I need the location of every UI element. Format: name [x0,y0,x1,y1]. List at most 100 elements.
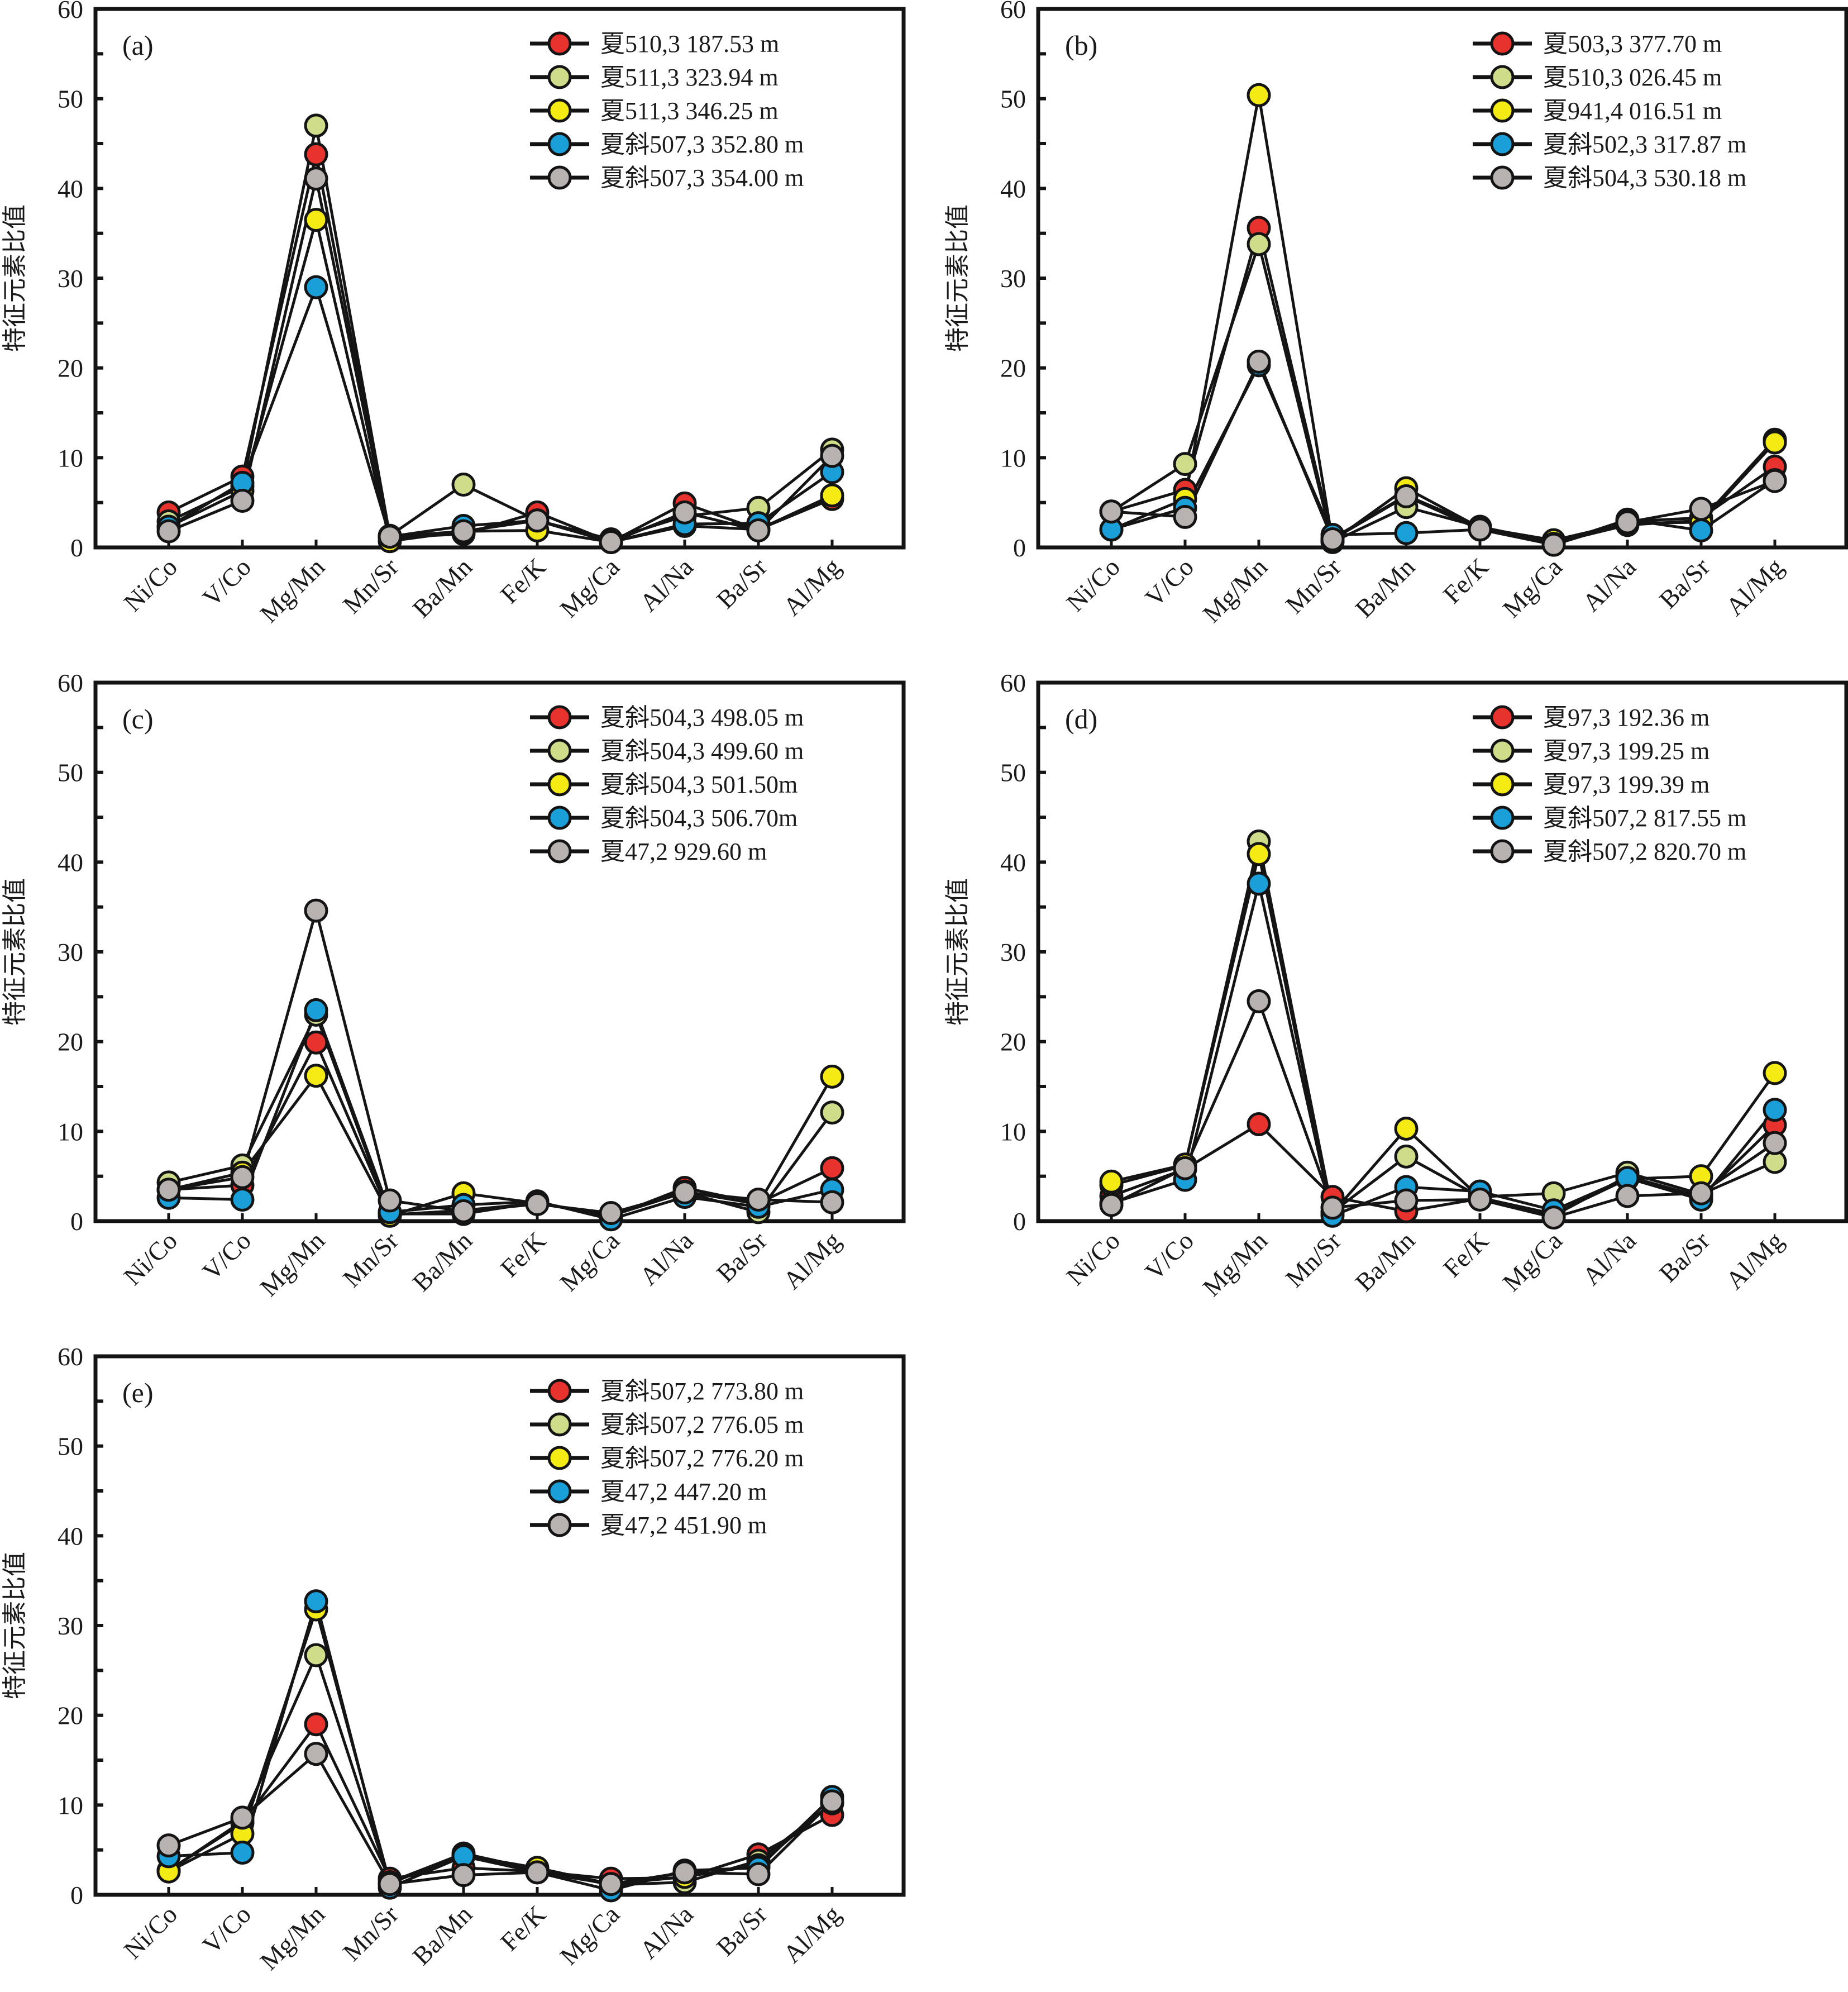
data-point-series-5 [230,488,255,513]
series-line-1 [1111,1122,1776,1217]
y-tick-label: 30 [1000,264,1026,293]
y-tick-label: 60 [1000,669,1026,697]
legend-marker [1490,65,1515,89]
x-tick-label: Al/Mg [1720,552,1789,621]
data-point-series-5 [1099,1193,1124,1217]
series-line-1 [1111,226,1776,544]
x-tick-label: Mg/Mn [255,552,330,628]
y-axis-label: 特征元素比值 [943,204,972,352]
legend-label: 夏47,2 447.20 m [600,1478,767,1505]
x-tick-label: Al/Na [634,552,699,617]
data-point-series-5 [378,1872,402,1896]
data-point-series-5 [746,1862,771,1886]
data-point-series-5 [820,1789,844,1814]
legend-item: 夏斜504,3 498.05 m [530,704,804,731]
legend-marker [1490,98,1515,123]
legend-item: 夏510,3 187.53 m [530,30,779,58]
plot-frame [1036,7,1848,550]
legend-label: 夏503,3 377.70 m [1543,30,1722,58]
x-tick-label: Fe/K [495,1900,551,1956]
legend-item: 夏47,2 451.90 m [530,1512,767,1539]
x-tick-label: Mn/Sr [337,552,404,619]
panel-tag: (e) [122,1377,154,1408]
y-axis-label: 特征元素比值 [1,878,29,1026]
y-tick-label: 30 [58,1612,83,1640]
data-point-series-5 [599,1872,623,1896]
legend-item: 夏斜504,3 530.18 m [1473,164,1746,192]
legend-label: 夏斜507,2 776.20 m [600,1445,804,1472]
data-point-series-3 [820,1064,844,1089]
data-point-series-5 [1763,469,1787,493]
x-tick-label: Mg/Mn [1197,1226,1273,1302]
legend-label: 夏97,3 199.25 m [1543,737,1709,765]
legend-item: 夏斜504,3 501.50m [530,771,798,798]
data-point-series-5 [820,1190,844,1214]
data-point-series-3 [1099,1169,1124,1194]
panel-tag: (d) [1065,703,1097,735]
x-tick-label: Mg/Ca [555,1900,625,1970]
data-point-series-1 [304,1712,328,1737]
x-tick-label: Ba/Mn [407,552,477,623]
data-point-series-1 [1247,1112,1271,1136]
legend-label: 夏斜504,3 498.05 m [600,704,804,731]
data-point-series-5 [1247,349,1271,374]
legend: 夏510,3 187.53 m 夏511,3 323.94 m 夏511,3 346… [530,30,804,192]
y-tick-label: 0 [70,1881,83,1909]
x-tick-label: Mn/Sr [337,1226,404,1293]
data-point-series-5 [525,1192,550,1216]
series-line-2 [1111,840,1776,1214]
legend-marker [547,98,572,123]
data-point-series-5 [1394,1188,1419,1213]
y-tick-label: 20 [58,1028,83,1056]
legend-label: 夏510,3 187.53 m [600,30,779,58]
data-point-series-4 [304,275,328,299]
series-line-2 [168,1653,833,1886]
legend-marker [547,1379,572,1403]
legend-item: 夏47,2 929.60 m [530,838,767,865]
x-tick-label: Ba/Sr [711,1900,772,1961]
legend-marker [547,31,572,56]
y-tick-label: 60 [58,1342,83,1371]
data-point-series-5 [1320,1195,1345,1220]
series-line-4 [1111,882,1776,1217]
data-point-series-2 [451,473,476,497]
legend-label: 夏斜502,3 317.87 m [1543,131,1746,158]
y-tick-label: 20 [58,354,83,383]
series-line-4 [168,285,833,544]
data-point-series-5 [525,508,550,533]
legend-marker [547,165,572,190]
x-tick-label: Mg/Mn [255,1900,330,1975]
series-line-4 [168,1600,833,1892]
data-point-series-5 [1099,499,1124,524]
y-tick-label: 40 [1000,174,1026,203]
x-tick-label: Ni/Co [118,1900,183,1965]
legend-label: 夏47,2 451.90 m [600,1512,767,1539]
y-tick-label: 10 [1000,1117,1026,1146]
plot-frame [93,7,906,550]
y-tick-label: 60 [58,0,83,23]
x-tick-label: Fe/K [495,552,551,609]
data-point-series-5 [1615,1184,1640,1208]
data-point-series-2 [820,1100,844,1125]
legend-item: 夏斜507,2 820.70 m [1473,838,1746,865]
x-tick-label: Mg/Mn [255,1226,330,1302]
y-tick-label: 50 [1000,759,1026,787]
data-point-series-5 [1247,989,1271,1013]
data-point-series-2 [304,1643,328,1667]
legend-item: 夏97,3 199.25 m [1473,737,1709,765]
legend: 夏503,3 377.70 m 夏510,3 026.45 m 夏941,4 016… [1473,30,1746,192]
x-tick-label: Ba/Sr [711,1226,772,1288]
y-tick-label: 60 [58,669,83,697]
data-point-series-5 [1468,517,1492,542]
legend-marker [1490,806,1515,830]
data-point-series-5 [746,518,771,542]
legend-item: 夏斜507,2 776.05 m [530,1411,804,1438]
x-tick-label: Ba/Mn [1350,552,1420,623]
x-tick-label: V/Co [1140,552,1200,612]
series-line-3 [168,218,833,544]
data-point-series-3 [304,208,328,232]
x-tick-label: Mg/Ca [555,552,625,623]
legend-item: 夏511,3 323.94 m [530,64,779,91]
x-tick-label: Ba/Mn [1350,1226,1420,1297]
